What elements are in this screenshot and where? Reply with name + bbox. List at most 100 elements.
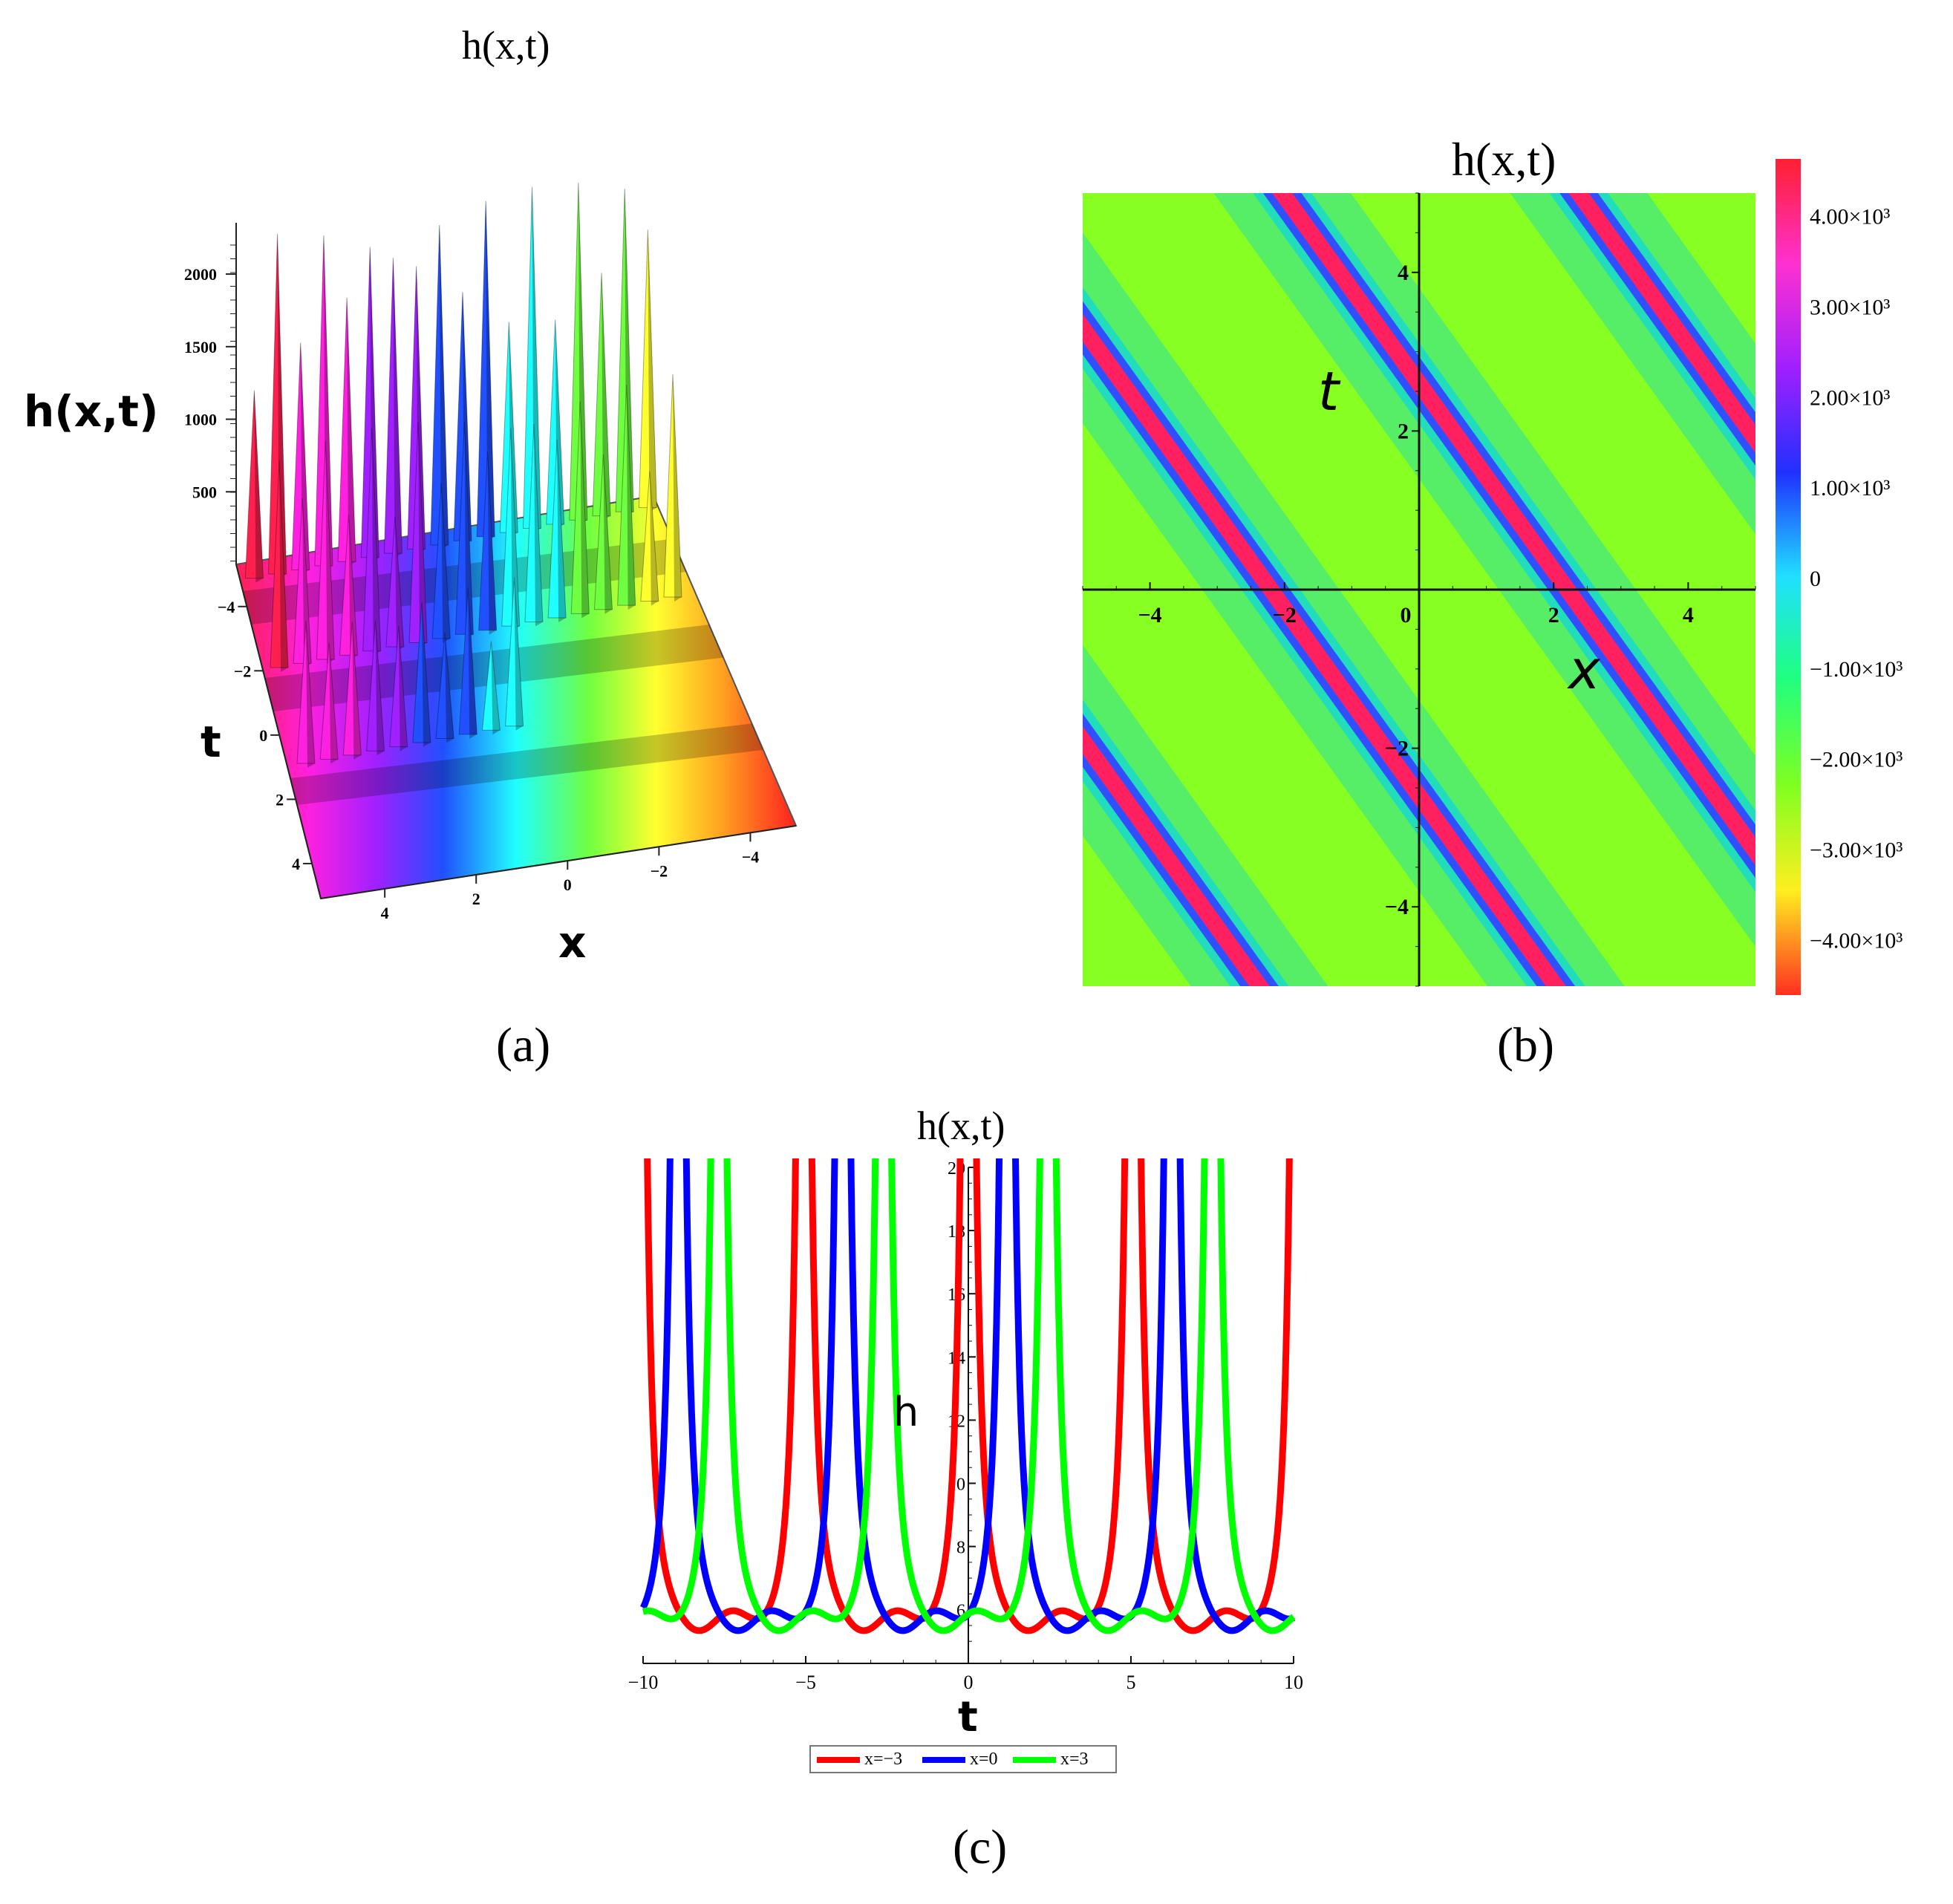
colorbar-tick-label: 4.00×10³: [1810, 205, 1890, 229]
panel-a-xlabel: x: [558, 917, 587, 968]
heatmap-x-tick-label: −4: [1138, 603, 1162, 627]
x-axis: [320, 825, 797, 899]
colorbar-tick-label: −4.00×10³: [1810, 928, 1903, 953]
line-series-2: [639, 1158, 1296, 1634]
ridge-core: [1083, 726, 1270, 986]
panel-b-caption: (b): [1497, 1018, 1554, 1072]
surface-spike-shade: [533, 424, 543, 627]
heatmap-x-tick-label: −2: [1273, 603, 1297, 627]
surface-spike: [617, 384, 636, 606]
surface-spike-shade: [514, 577, 524, 731]
surface-spike-shade: [487, 451, 497, 635]
legend-label-x-0: x=0: [970, 1750, 998, 1769]
t-tick-label: 2: [275, 790, 284, 809]
panel-b-xlabel: x: [1568, 639, 1600, 701]
surface-spike: [505, 577, 524, 727]
colorbar: [1776, 159, 1801, 995]
t-tick-label: −2: [234, 662, 252, 680]
surface-spike: [412, 601, 431, 743]
surface-spike-shade: [279, 460, 288, 672]
z-tick-label: 2000: [184, 265, 217, 284]
surface-spike-shade: [649, 471, 659, 606]
surface-spike: [478, 451, 498, 631]
line-series-group: [639, 1158, 1296, 1634]
line-x-tick-label: 0: [964, 1672, 974, 1693]
line-x-tick-label: −5: [795, 1672, 816, 1693]
heatmap-y-tick-label: 4: [1398, 261, 1409, 285]
surface-spike-shade: [580, 401, 590, 619]
legend-swatch-x-neg3: [817, 1757, 860, 1763]
surface-spike: [342, 622, 362, 756]
panel-c-legend: x=−3 x=0 x=3: [809, 1745, 1117, 1773]
x-tick-label: 2: [472, 890, 480, 908]
surface-spike-shade: [445, 633, 454, 743]
heatmap-x-tick-label: 4: [1683, 603, 1694, 627]
surface-spike-shade: [491, 641, 501, 735]
surface-shadow-band: [290, 723, 763, 805]
line-x-tick-label: 5: [1127, 1672, 1136, 1693]
t-tick-label: 0: [259, 726, 267, 745]
surface-spike: [389, 625, 408, 748]
surface-spike-shade: [371, 428, 381, 656]
t-tick-label: −4: [218, 598, 235, 616]
surface-spike: [663, 374, 682, 598]
surface-spike: [524, 424, 544, 623]
heatmap-y-tick-label: 2: [1398, 419, 1409, 443]
surface-spike-shade: [329, 642, 339, 764]
surface-spike: [435, 633, 454, 739]
panel-a-zlabel: h(x,t): [24, 386, 159, 437]
surface-spike-shade: [421, 601, 431, 748]
surface-spike-shade: [398, 626, 408, 752]
panel-c-caption: (c): [953, 1820, 1008, 1874]
colorbar-tick-label: 0: [1810, 567, 1821, 591]
panel-b-title: h(x,t): [1452, 133, 1556, 186]
surface-spike: [385, 516, 405, 648]
surface-spike-shade: [601, 273, 611, 521]
z-tick-label: 500: [192, 483, 217, 501]
colorbar-tick-label: −2.00×10³: [1810, 748, 1903, 772]
surface-spike-shade: [306, 621, 315, 768]
legend-swatch-x-0: [922, 1757, 965, 1763]
surface-spike-shade: [648, 229, 657, 512]
colorbar-tick-label: 1.00×10³: [1810, 476, 1890, 501]
surface-spike-shade: [418, 422, 428, 648]
surface-spike-shade: [626, 384, 636, 610]
panel-c-ylabel: h: [893, 1389, 919, 1435]
surface-spike: [365, 620, 385, 752]
surface-spike: [431, 483, 451, 639]
colorbar-tick-label: 3.00×10³: [1810, 295, 1890, 319]
surface-spike-shade: [375, 620, 385, 756]
line-y-tick-label: 8: [956, 1539, 965, 1558]
t-tick-label: 4: [292, 855, 300, 873]
surface-spike-shade: [254, 390, 264, 583]
surface-spike: [316, 441, 335, 660]
surface-spike: [481, 641, 501, 731]
surface-spike: [593, 454, 613, 610]
surface-spike-shade: [348, 514, 358, 660]
line-x-tick-label: −10: [628, 1672, 659, 1693]
colorbar-tick-label: −1.00×10³: [1810, 657, 1903, 682]
surface-spike-shade: [603, 454, 613, 614]
surface-spike-shade: [352, 622, 362, 760]
legend-swatch-x-3: [1013, 1757, 1056, 1763]
panel-a-title: h(x,t): [462, 23, 550, 68]
z-tick-label: 1000: [184, 411, 217, 429]
surface-spike-shade: [394, 516, 404, 652]
x-tick-label: 0: [564, 876, 572, 894]
surface-spike-shade: [673, 374, 682, 601]
surface-spike: [547, 439, 567, 619]
t-axis: [235, 564, 322, 899]
panel-b-ylabel: t: [1318, 360, 1340, 423]
surface-spike-shade: [486, 200, 495, 541]
surface-spike-shade: [439, 225, 449, 550]
surface-spike-shade: [468, 587, 477, 739]
surface-spike-shade: [393, 258, 402, 558]
surface-spike: [296, 621, 316, 764]
surface-spike: [501, 428, 521, 627]
legend-label-x-3: x=3: [1060, 1750, 1089, 1769]
surface-spike-shade: [302, 498, 312, 668]
surface-spike: [640, 471, 659, 602]
x-tick-label: −2: [651, 861, 668, 880]
surface-spike-shade: [347, 297, 356, 567]
